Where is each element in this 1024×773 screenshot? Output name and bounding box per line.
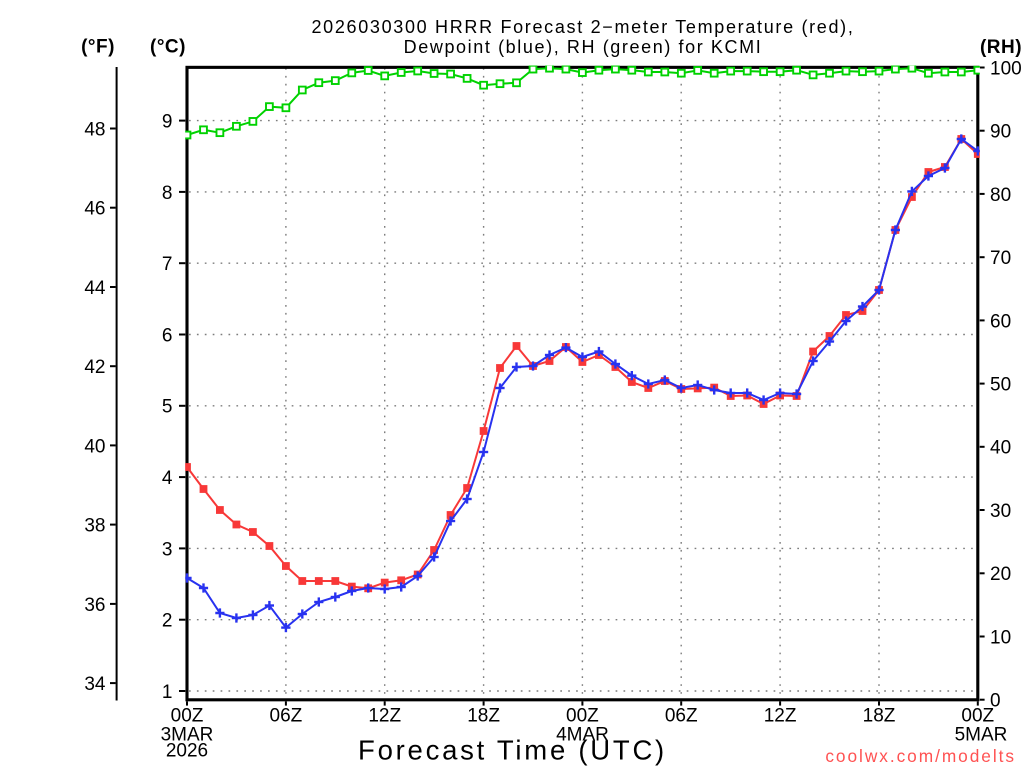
svg-text:2026030300 HRRR Forecast 2−met: 2026030300 HRRR Forecast 2−meter Tempera…: [311, 17, 854, 37]
svg-text:12Z: 12Z: [368, 706, 401, 727]
svg-text:00Z: 00Z: [566, 706, 599, 727]
svg-text:12Z: 12Z: [764, 706, 797, 727]
svg-text:40: 40: [84, 436, 105, 457]
svg-text:18Z: 18Z: [467, 706, 500, 727]
svg-text:Dewpoint (blue), RH (green) fo: Dewpoint (blue), RH (green) for KCMI: [404, 37, 763, 57]
svg-text:100: 100: [990, 58, 1022, 79]
svg-text:5MAR: 5MAR: [955, 725, 1008, 746]
svg-text:38: 38: [84, 516, 105, 537]
svg-text:Forecast Time (UTC): Forecast Time (UTC): [358, 735, 667, 766]
svg-text:44: 44: [84, 278, 106, 299]
svg-text:(°F): (°F): [81, 37, 115, 58]
svg-text:20: 20: [990, 564, 1011, 585]
svg-text:coolwx.com/modelts: coolwx.com/modelts: [825, 746, 1016, 766]
svg-text:2: 2: [162, 611, 173, 632]
svg-text:6: 6: [162, 325, 173, 346]
svg-text:00Z: 00Z: [171, 706, 204, 727]
svg-text:70: 70: [990, 248, 1011, 269]
svg-text:0: 0: [990, 691, 1001, 712]
svg-text:7: 7: [162, 254, 173, 275]
svg-text:18Z: 18Z: [863, 706, 896, 727]
svg-text:48: 48: [84, 119, 105, 140]
svg-text:(RH): (RH): [980, 37, 1022, 58]
svg-text:3: 3: [162, 539, 173, 560]
svg-text:34: 34: [84, 674, 106, 695]
svg-text:8: 8: [162, 183, 173, 204]
svg-text:36: 36: [84, 595, 105, 616]
svg-text:00Z: 00Z: [961, 706, 994, 727]
svg-text:50: 50: [990, 375, 1011, 396]
svg-text:30: 30: [990, 501, 1011, 522]
svg-text:06Z: 06Z: [665, 706, 698, 727]
svg-text:80: 80: [990, 185, 1011, 206]
svg-text:4MAR: 4MAR: [556, 725, 609, 746]
svg-text:1: 1: [162, 682, 173, 703]
svg-text:40: 40: [990, 438, 1011, 459]
svg-text:9: 9: [162, 112, 173, 133]
svg-text:10: 10: [990, 627, 1011, 648]
svg-text:46: 46: [84, 199, 105, 220]
svg-text:4: 4: [162, 468, 173, 489]
svg-text:3MAR: 3MAR: [161, 725, 214, 746]
svg-text:5: 5: [162, 397, 173, 418]
svg-text:60: 60: [990, 311, 1011, 332]
svg-text:2026: 2026: [166, 741, 208, 762]
svg-text:(°C): (°C): [150, 37, 186, 58]
svg-text:06Z: 06Z: [270, 706, 303, 727]
svg-text:90: 90: [990, 122, 1011, 143]
svg-text:42: 42: [84, 357, 105, 378]
